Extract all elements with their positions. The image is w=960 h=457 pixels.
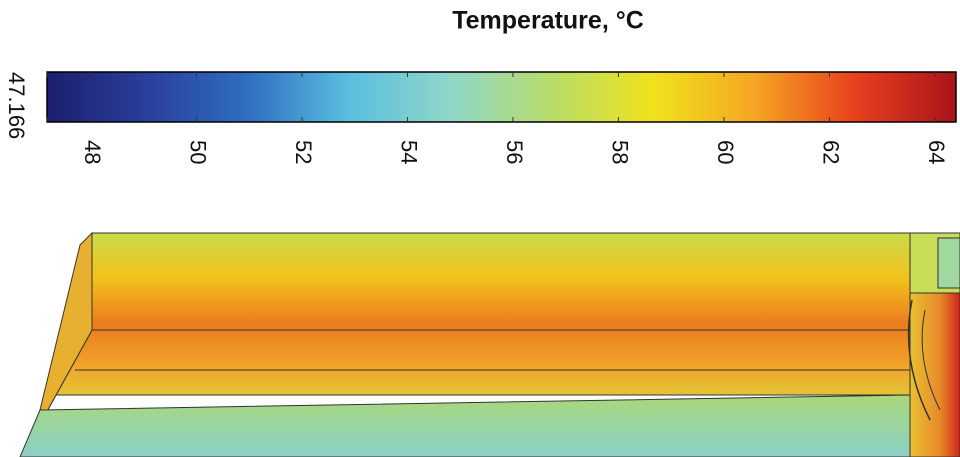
tick-label: 60: [713, 140, 738, 164]
colorbar-gradient: [46, 71, 957, 123]
colorbar: 47.166 48 50 52 54 56 58 60 62 64: [4, 71, 957, 164]
tick-label: 62: [819, 140, 844, 164]
base-block: [19, 394, 960, 457]
end-curve: [907, 299, 931, 421]
simulation-render: [19, 231, 960, 457]
tick-label: 52: [291, 140, 316, 164]
end-curve: [921, 309, 941, 411]
tick-label: 56: [502, 140, 527, 164]
tick-label: 48: [80, 140, 105, 164]
trough-surface: [44, 232, 911, 416]
end-slot: [937, 237, 960, 289]
colorbar-title: Temperature, °C: [452, 7, 644, 35]
tick-label: 58: [608, 140, 633, 164]
tick-label: 50: [186, 140, 211, 164]
tick-label: 64: [924, 140, 949, 164]
tick-label: 54: [397, 140, 422, 164]
tick-label: 47.166: [4, 72, 29, 139]
